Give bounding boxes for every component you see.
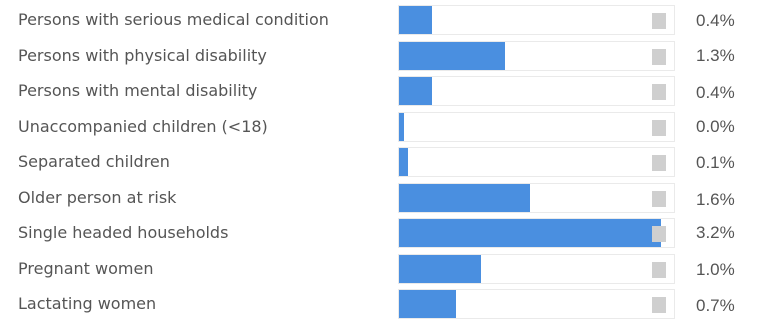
category-label: Persons with mental disability xyxy=(18,81,258,100)
bar-track xyxy=(398,147,675,177)
bar-track xyxy=(398,289,675,319)
bar-handle-icon xyxy=(652,48,666,65)
bar-track xyxy=(398,218,675,248)
bar xyxy=(399,290,457,318)
value-label: 3.2% xyxy=(696,223,735,242)
category-label: Older person at risk xyxy=(18,187,177,207)
category-label: Pregnant women xyxy=(18,258,154,278)
value-label: 1.6% xyxy=(696,189,735,209)
bar-handle-icon xyxy=(652,190,666,207)
bar-track xyxy=(398,40,675,71)
bar-handle-icon xyxy=(652,13,666,29)
bar-handle-icon xyxy=(652,84,666,100)
value-label: 1.3% xyxy=(696,45,735,65)
bar xyxy=(399,254,481,283)
bar-handle-icon xyxy=(652,155,666,171)
bar-handle-icon xyxy=(652,297,666,313)
category-label: Lactating women xyxy=(18,294,157,313)
bar-handle-icon xyxy=(652,261,666,278)
bar xyxy=(399,77,432,105)
bar-track xyxy=(398,76,675,106)
bar xyxy=(399,183,530,212)
value-label: 0.0% xyxy=(696,116,735,136)
bar xyxy=(399,41,506,70)
value-label: 1.0% xyxy=(696,259,735,279)
category-label: Unaccompanied children (<18) xyxy=(18,116,268,136)
category-label: Persons with physical disability xyxy=(18,45,267,65)
bar-track xyxy=(398,111,675,142)
bar-handle-icon xyxy=(652,226,666,242)
bar xyxy=(399,6,432,34)
bar-handle-icon xyxy=(652,119,666,136)
category-label: Single headed households xyxy=(18,223,229,242)
value-label: 0.1% xyxy=(696,153,735,172)
category-label: Persons with serious medical condition xyxy=(18,10,329,29)
value-label: 0.7% xyxy=(696,296,735,315)
bar-track xyxy=(398,253,675,284)
bar-track xyxy=(398,182,675,213)
value-label: 0.4% xyxy=(696,83,735,102)
bar xyxy=(399,112,404,141)
bar-track xyxy=(398,5,675,35)
bar xyxy=(399,219,661,247)
bar xyxy=(399,148,408,176)
value-label: 0.4% xyxy=(696,11,735,30)
category-label: Separated children xyxy=(18,152,170,171)
